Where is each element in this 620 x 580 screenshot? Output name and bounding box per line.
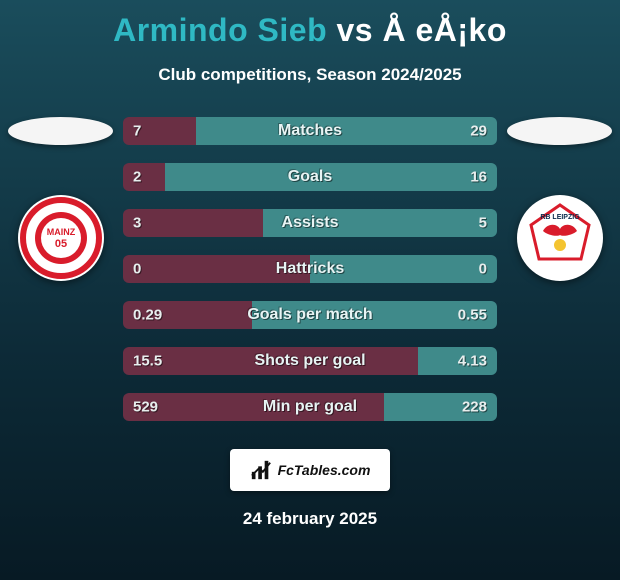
stat-label: Hattricks (276, 260, 344, 278)
left-club-logo: MAINZ 05 (18, 195, 104, 281)
player1-name: Armindo Sieb (113, 12, 327, 48)
stat-row: Goals per match 0.29 0.55 (123, 301, 497, 329)
right-club-logo: RB LEIPZIG (517, 195, 603, 281)
stat-left-value: 15.5 (133, 353, 162, 370)
stat-right-value: 228 (462, 399, 487, 416)
date-text: 24 february 2025 (0, 509, 620, 529)
vs-text: vs (337, 12, 374, 48)
stat-row: Min per goal 529 228 (123, 393, 497, 421)
left-side: MAINZ 05 (8, 117, 113, 281)
player2-name: Å eÅ¡ko (382, 12, 506, 48)
right-flag (507, 117, 612, 145)
stat-label: Assists (282, 214, 339, 232)
stat-right-value: 4.13 (458, 353, 487, 370)
stat-label: Goals per match (247, 306, 372, 324)
comparison-row: MAINZ 05 Matches 7 29 Goals 2 16 Assists 3 5 Hatt… (0, 117, 620, 421)
stat-label: Shots per goal (254, 352, 365, 370)
right-side: RB LEIPZIG (507, 117, 612, 281)
stat-left-value: 0.29 (133, 307, 162, 324)
stat-left-value: 3 (133, 215, 141, 232)
svg-text:05: 05 (54, 238, 66, 250)
subtitle: Club competitions, Season 2024/2025 (0, 65, 620, 85)
bar-left-fill (123, 163, 165, 191)
stat-bars: Matches 7 29 Goals 2 16 Assists 3 5 Hattricks 0 0 Go… (113, 117, 507, 421)
bar-right-fill (196, 117, 497, 145)
brand-text: FcTables.com (278, 462, 371, 478)
stat-left-value: 529 (133, 399, 158, 416)
stat-right-value: 0.55 (458, 307, 487, 324)
svg-text:MAINZ: MAINZ (46, 227, 75, 237)
page-title: Armindo Sieb vs Å eÅ¡ko (0, 0, 620, 49)
stat-left-value: 2 (133, 169, 141, 186)
stat-right-value: 5 (479, 215, 487, 232)
stat-right-value: 0 (479, 261, 487, 278)
stat-right-value: 16 (470, 169, 487, 186)
stat-row: Assists 3 5 (123, 209, 497, 237)
stat-label: Goals (288, 168, 332, 186)
stat-row: Shots per goal 15.5 4.13 (123, 347, 497, 375)
stat-row: Matches 7 29 (123, 117, 497, 145)
stat-label: Matches (278, 122, 342, 140)
stat-left-value: 7 (133, 123, 141, 140)
stat-row: Goals 2 16 (123, 163, 497, 191)
left-flag (8, 117, 113, 145)
svg-text:RB LEIPZIG: RB LEIPZIG (540, 214, 580, 221)
chart-icon (250, 459, 272, 481)
bar-left-fill (123, 209, 263, 237)
stat-right-value: 29 (470, 123, 487, 140)
brand-logo: FcTables.com (230, 449, 390, 491)
stat-left-value: 0 (133, 261, 141, 278)
stat-row: Hattricks 0 0 (123, 255, 497, 283)
stat-label: Min per goal (263, 398, 357, 416)
